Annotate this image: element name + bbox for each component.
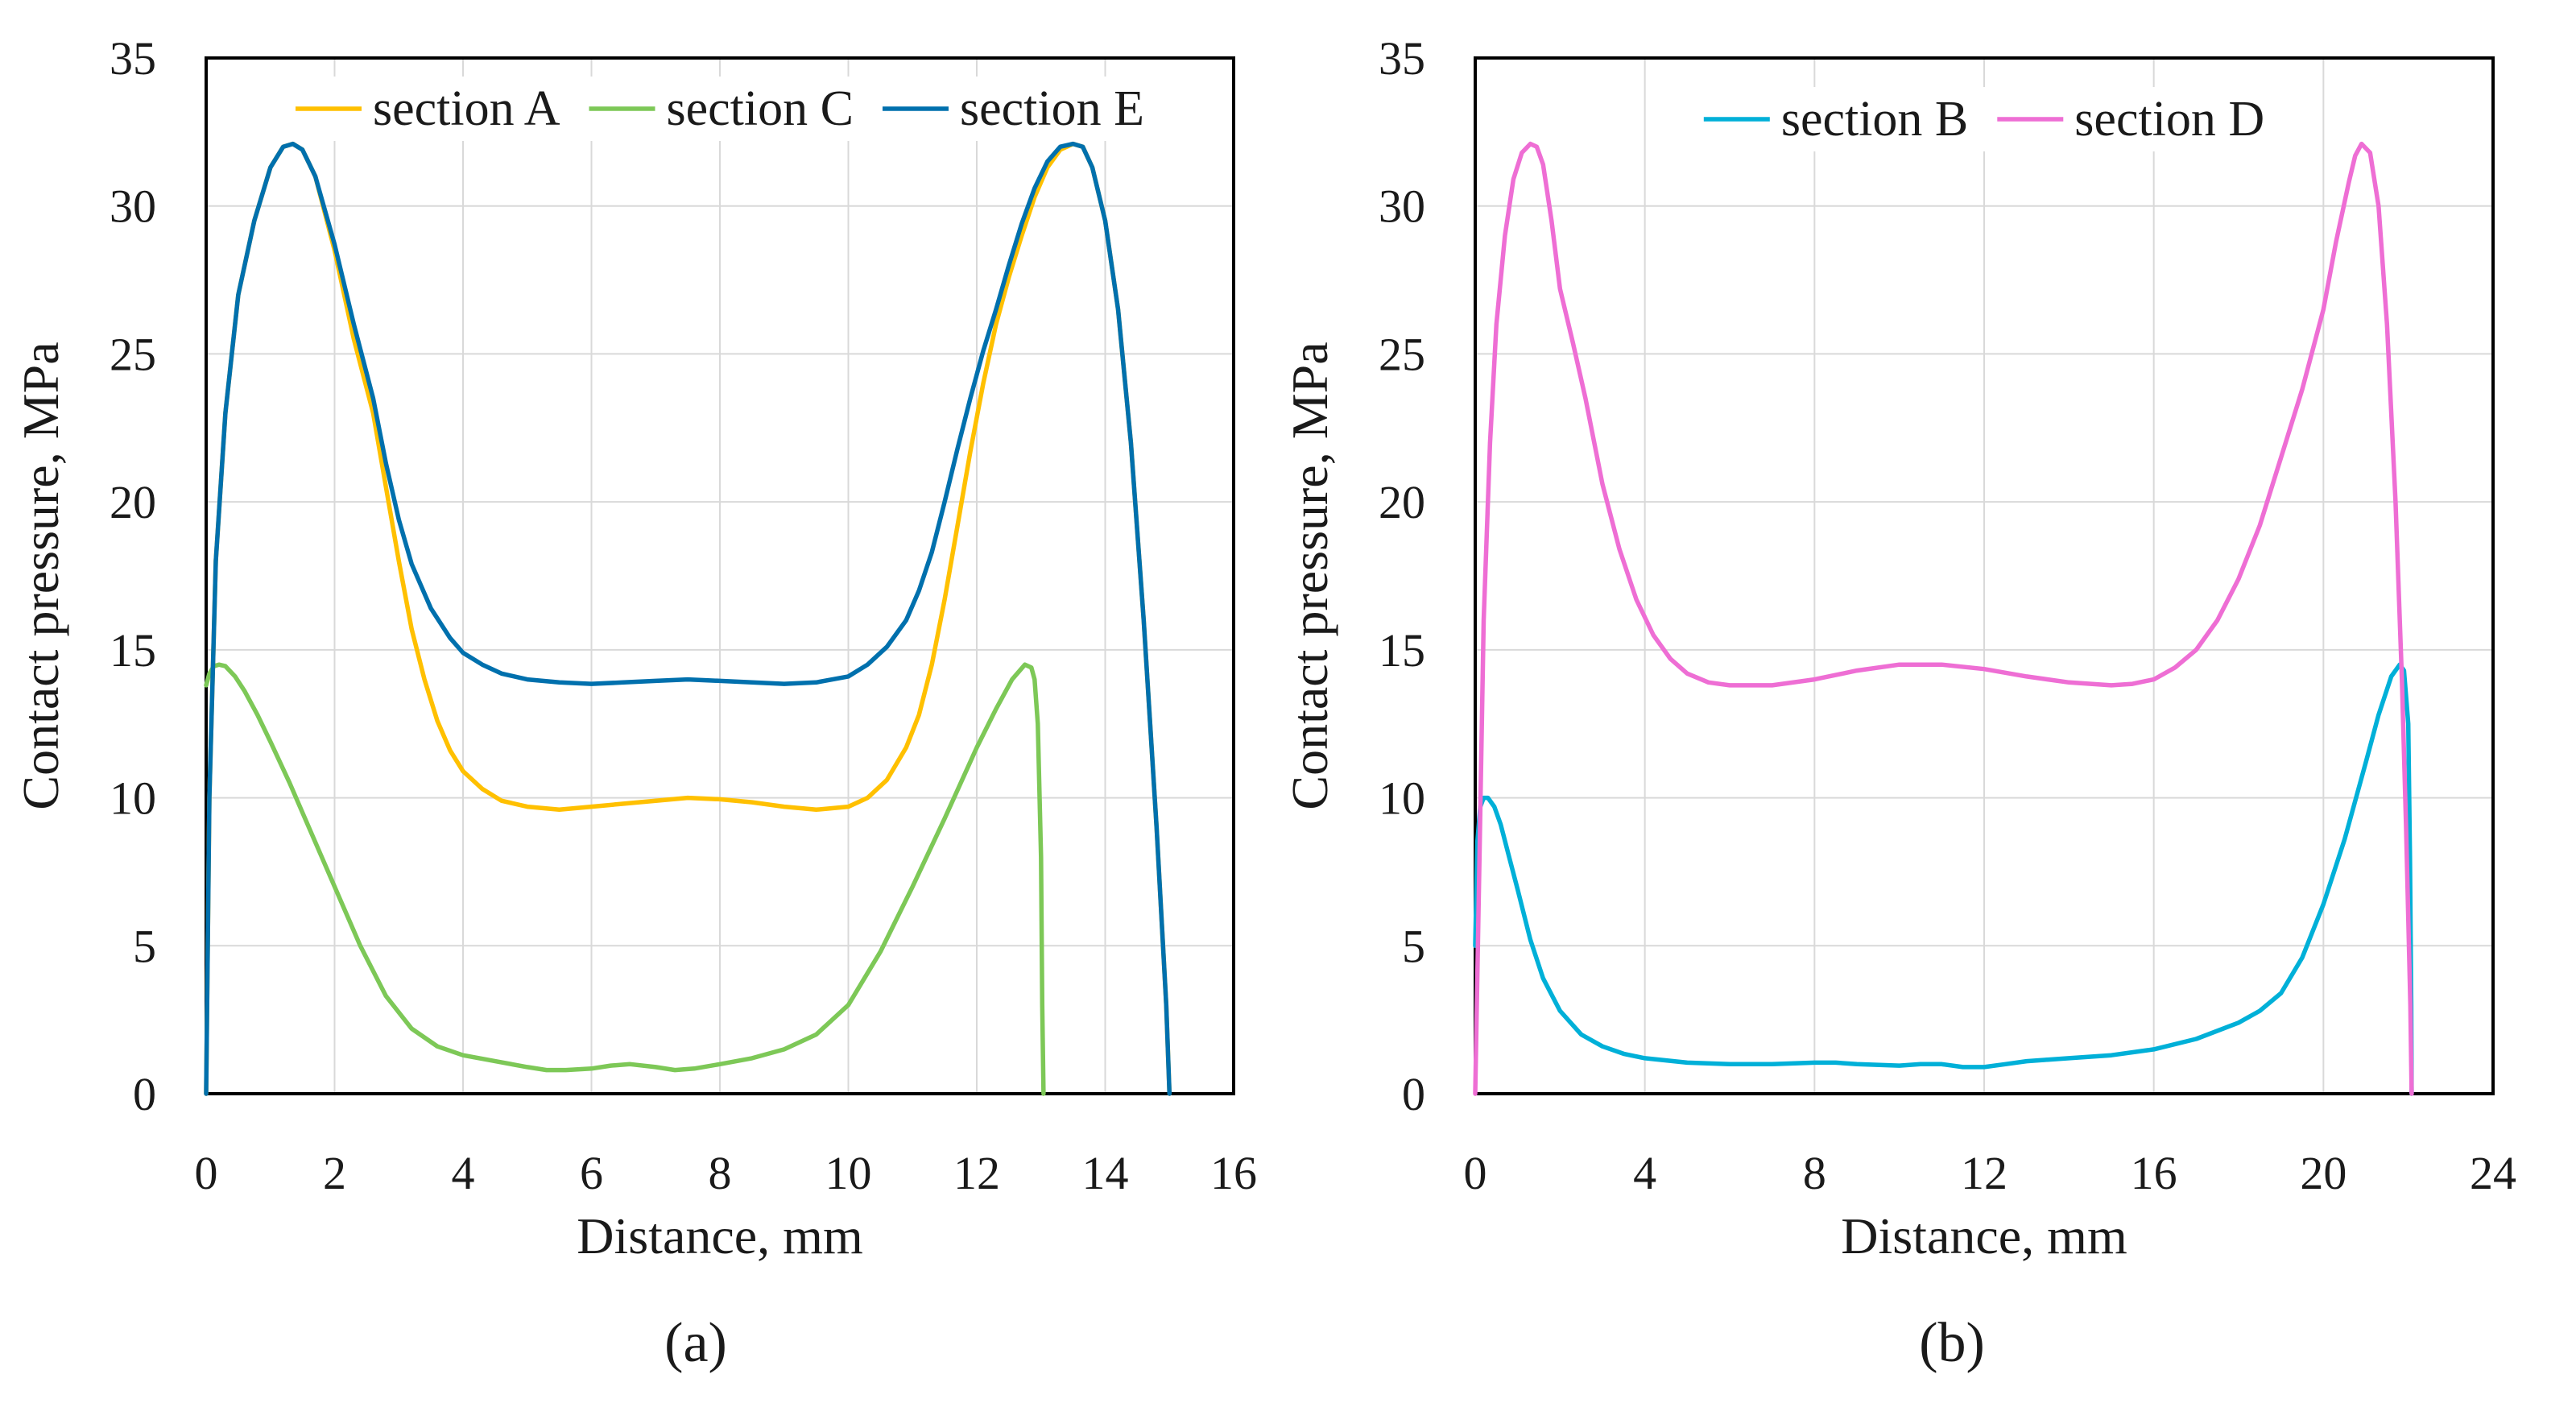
y-tick-label: 35 — [1379, 32, 1425, 85]
chart-b: 0 5 10 15 20 25 30 35 0 4 8 12 16 20 24 Distance, mm Con… — [1281, 32, 2516, 1374]
legend-label: section A — [373, 81, 560, 136]
series-line-section-b — [1473, 662, 2414, 1096]
y-tick-label: 20 — [110, 476, 156, 528]
y-tick-label: 10 — [110, 772, 156, 825]
y-tick-label: 35 — [110, 32, 156, 85]
y-axis-title: Contact pressure, MPa — [12, 341, 69, 809]
x-tick-label: 4 — [452, 1147, 475, 1199]
x-axis-title: Distance, mm — [577, 1207, 862, 1264]
x-tick-label: 4 — [1633, 1147, 1656, 1199]
legend-label: section E — [960, 81, 1144, 136]
x-tick-label: 6 — [580, 1147, 603, 1199]
x-axis-title: Distance, mm — [1841, 1207, 2127, 1264]
panel-label: (b) — [1919, 1312, 1985, 1374]
chart-a: 0 5 10 15 20 25 30 35 0 2 4 6 8 10 12 14 16 Distance, mm C… — [12, 32, 1257, 1374]
series-line-section-a — [204, 141, 1172, 1096]
x-tick-label: 16 — [1210, 1147, 1257, 1199]
series-line-section-c — [204, 662, 1046, 1096]
legend: section B section D — [1695, 87, 2273, 151]
y-tick-label: 30 — [1379, 180, 1425, 233]
y-tick-label: 25 — [110, 328, 156, 380]
y-tick-label: 10 — [1379, 772, 1425, 825]
series-line-section-d — [1473, 141, 2414, 1096]
x-tick-label: 24 — [2470, 1147, 2516, 1199]
x-tick-label: 14 — [1082, 1147, 1129, 1199]
x-tick-label: 10 — [825, 1147, 872, 1199]
legend: section A section C section E — [287, 77, 1152, 141]
legend-background — [1695, 87, 2273, 151]
y-tick-label: 15 — [1379, 624, 1425, 677]
x-tick-label: 16 — [2131, 1147, 2177, 1199]
y-tick-label: 20 — [1379, 476, 1425, 528]
y-tick-label: 5 — [133, 920, 156, 972]
legend-label: section B — [1781, 92, 1968, 147]
y-tick-label: 15 — [110, 624, 156, 677]
legend-label: section C — [667, 81, 854, 136]
y-tick-label: 25 — [1379, 328, 1425, 380]
plot-frame — [1474, 56, 2495, 1095]
series-line-section-e — [204, 141, 1172, 1096]
x-tick-label: 12 — [953, 1147, 1000, 1199]
y-tick-label: 0 — [1402, 1068, 1425, 1120]
y-tick-label: 0 — [133, 1068, 156, 1120]
legend-label: section D — [2074, 92, 2264, 147]
x-tick-label: 0 — [195, 1147, 218, 1199]
y-tick-label: 5 — [1402, 920, 1425, 972]
x-tick-label: 20 — [2300, 1147, 2347, 1199]
x-tick-label: 2 — [323, 1147, 346, 1199]
x-tick-label: 0 — [1464, 1147, 1487, 1199]
x-tick-label: 8 — [709, 1147, 732, 1199]
x-tick-label: 12 — [1961, 1147, 2007, 1199]
x-tick-label: 8 — [1803, 1147, 1826, 1199]
panel-label: (a) — [664, 1312, 727, 1374]
plot-frame — [205, 56, 1235, 1095]
y-tick-label: 30 — [110, 180, 156, 233]
legend-background — [287, 77, 1152, 141]
y-axis-title: Contact pressure, MPa — [1281, 341, 1338, 809]
